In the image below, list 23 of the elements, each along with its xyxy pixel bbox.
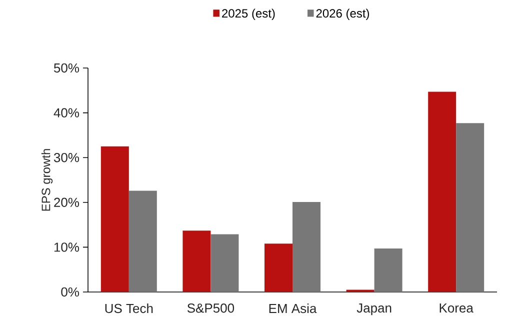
x-tick-label: Korea <box>440 304 474 313</box>
legend-label: 2025 (est) <box>222 8 275 20</box>
y-tick-label: 20% <box>54 198 80 207</box>
bar <box>374 248 402 292</box>
bar <box>182 230 211 292</box>
y-tick-label: 50% <box>54 63 80 73</box>
y-tick-label: 10% <box>54 242 80 252</box>
bar <box>292 202 320 292</box>
bar <box>100 146 129 292</box>
bar <box>456 123 484 292</box>
y-tick-label: 0% <box>61 287 80 297</box>
x-tick-label: US Tech <box>105 304 153 314</box>
x-tick-label: EM Asia <box>269 304 317 314</box>
x-tick-label: S&P500 <box>187 304 234 313</box>
bar <box>128 190 157 292</box>
y-axis-title: EPS growth <box>41 149 53 211</box>
legend-label: 2026 (est) <box>316 8 370 20</box>
y-tick-label: 30% <box>54 152 80 162</box>
bar <box>210 234 239 292</box>
bar <box>428 92 456 292</box>
bar <box>264 244 292 292</box>
y-tick-label: 40% <box>54 108 80 118</box>
x-tick-label: Japan <box>356 304 392 316</box>
